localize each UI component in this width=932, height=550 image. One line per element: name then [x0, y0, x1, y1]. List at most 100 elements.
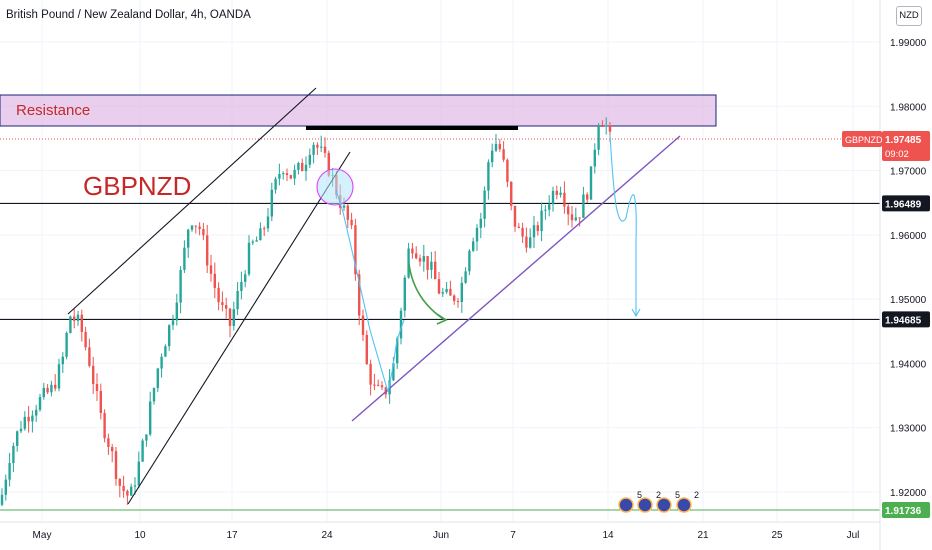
candle-down [285, 173, 289, 176]
candle-up [460, 282, 463, 302]
candle-down [418, 258, 422, 262]
candle-up [152, 387, 156, 402]
event-flag-icon[interactable] [656, 497, 672, 513]
candle-up [472, 241, 475, 251]
candle-up [548, 204, 551, 210]
time-tick-label: 17 [226, 530, 238, 541]
candle-down [95, 384, 99, 391]
price-axis[interactable]: 1.99000 1.98000 1.97000 1.96000 1.95000 1.940… [842, 38, 930, 518]
candle-down [54, 384, 57, 389]
candle-up [308, 154, 311, 165]
event-icons[interactable]: 5 2 5 2 [618, 490, 699, 513]
price-tick-label: 1.96000 [890, 231, 927, 242]
candle-up [559, 192, 562, 195]
candle-up [0, 494, 4, 505]
candle-down [114, 451, 118, 480]
candle-down [517, 226, 520, 228]
candle-up [247, 242, 251, 275]
candle-up [297, 162, 300, 170]
candle-up [65, 332, 68, 357]
candle-down [198, 226, 201, 230]
channel-lower-line [127, 151, 351, 505]
level-price-label: 1.94685 [885, 315, 922, 326]
candle-down [126, 490, 129, 496]
candle-up [76, 314, 80, 321]
candle-up [130, 486, 133, 496]
candle-down [84, 331, 87, 348]
candle-up [31, 415, 34, 422]
candle-down [316, 144, 319, 148]
candle-up [149, 401, 152, 435]
price-tick-label: 1.92000 [890, 488, 927, 499]
event-flag-icon[interactable] [637, 497, 653, 513]
candle-up [483, 190, 486, 219]
candle-up [156, 368, 159, 388]
candle-down [415, 253, 418, 259]
chart-title: British Pound / New Zealand Dollar, 4h, … [6, 9, 251, 21]
time-tick-label: 10 [134, 530, 146, 541]
time-tick-label: 25 [771, 530, 783, 541]
candle-down [521, 227, 524, 237]
event-flag-icon[interactable] [676, 497, 692, 513]
drop-projection [335, 189, 389, 393]
event-count-label: 2 [694, 490, 699, 500]
countdown-label: 09:02 [885, 149, 909, 160]
channel-upper-line [67, 87, 317, 315]
candle-up [342, 205, 346, 208]
candle-up [487, 162, 490, 191]
candle-up [133, 485, 137, 487]
candle-down [608, 125, 612, 132]
candle-down [194, 225, 197, 227]
symbol-label: GBPNZD [83, 171, 191, 201]
candle-up [392, 363, 395, 381]
candle-down [107, 438, 110, 447]
forecast-arrowhead [631, 308, 641, 318]
candle-up [544, 209, 547, 211]
candle-up [320, 146, 323, 148]
breakout-circle [316, 168, 354, 206]
candle-down [358, 274, 361, 316]
candle-down [365, 334, 368, 365]
curved-green-arrowhead [436, 313, 448, 325]
currency-button[interactable]: NZD [896, 6, 922, 26]
candle-down [525, 236, 528, 248]
candle-down [510, 181, 513, 206]
event-flag-icon[interactable] [618, 497, 634, 513]
event-count-label: 5 [637, 490, 642, 500]
time-tick-label: 14 [602, 530, 614, 541]
candle-down [73, 316, 76, 321]
candle-down [437, 279, 441, 294]
candle-down [202, 229, 205, 236]
candle-down [426, 255, 429, 270]
candle-down [323, 146, 327, 153]
candle-down [456, 301, 460, 303]
time-tick-label: 24 [321, 530, 333, 541]
candle-up [16, 431, 19, 446]
time-tick-label: Jul [847, 530, 860, 541]
candle-up [274, 178, 277, 190]
candle-up [160, 356, 163, 369]
candle-down [46, 387, 49, 393]
candle-up [551, 190, 555, 205]
price-tick-label: 1.97000 [890, 167, 927, 178]
time-axis[interactable]: May 10 17 24 Jun 7 14 21 25 Jul [33, 530, 860, 541]
candle-up [494, 143, 498, 151]
price-tick-label: 1.99000 [890, 38, 927, 49]
forecast-path [609, 134, 637, 316]
candle-down [449, 288, 452, 296]
candle-up [175, 302, 178, 321]
candle-up [270, 189, 273, 217]
candle-down [411, 248, 414, 254]
candle-down [563, 192, 566, 207]
candle-down [578, 217, 581, 219]
level-price-label: 1.96489 [885, 199, 922, 210]
ascending-trendline [351, 135, 681, 422]
last-price-tag [882, 131, 930, 161]
candle-up [278, 173, 281, 179]
candle-down [380, 385, 384, 388]
candle-down [221, 302, 224, 306]
candle-down [88, 347, 91, 366]
resistance-zone [0, 94, 717, 127]
